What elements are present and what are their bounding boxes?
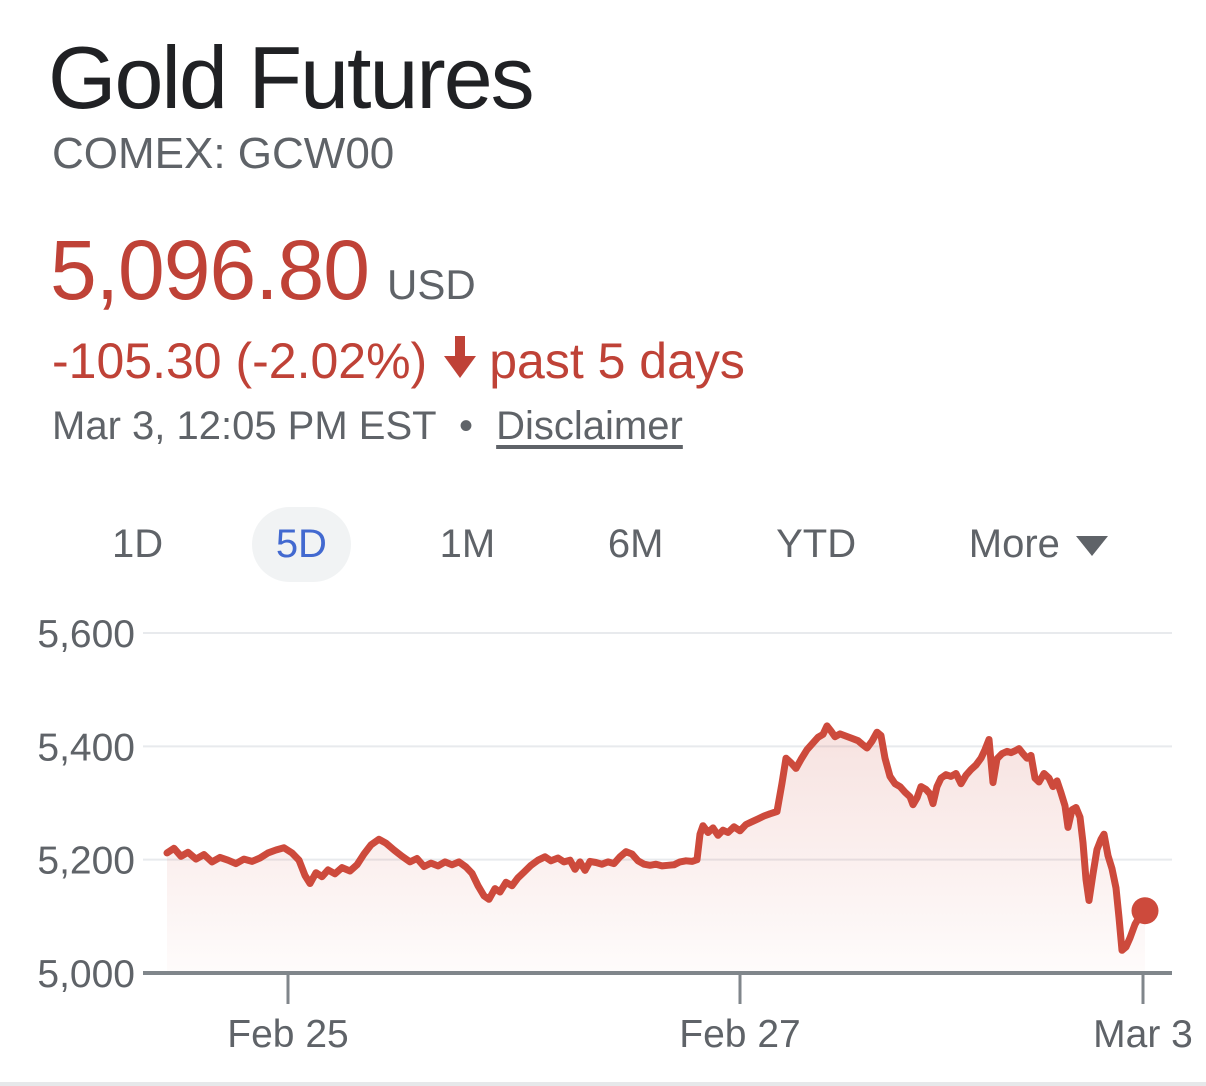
- tab-label: YTD: [776, 521, 857, 566]
- x-axis-label: Feb 25: [227, 1013, 348, 1056]
- tab-ytd[interactable]: YTD: [752, 507, 880, 582]
- y-axis-label: 5,200: [37, 840, 135, 883]
- price-row: 5,096.80 USD: [50, 222, 476, 319]
- currency-label: USD: [386, 261, 476, 308]
- last-price-dot: [1131, 897, 1159, 925]
- tab-5d[interactable]: 5D: [251, 506, 351, 582]
- change-value: -105.30 (-2.02%): [52, 333, 428, 389]
- y-axis-label: 5,600: [37, 613, 135, 656]
- disclaimer-link[interactable]: Disclaimer: [496, 404, 683, 448]
- change-period: past 5 days: [489, 333, 745, 389]
- tab-more[interactable]: More: [945, 507, 1132, 582]
- tab-label: 1M: [439, 521, 496, 566]
- chart-series: [163, 722, 1159, 973]
- chart-axes: Feb 25 Feb 27 Mar 3: [143, 971, 1193, 1056]
- tab-label: 6M: [607, 521, 664, 566]
- quote-timestamp: Mar 3, 12:05 PM EST: [52, 404, 436, 448]
- time-range-tabs: 1D 5D 1M 6M YTD More: [88, 506, 1132, 582]
- x-axis-label: Mar 3: [1093, 1013, 1193, 1056]
- date-row: Mar 3, 12:05 PM EST • Disclaimer: [52, 404, 683, 449]
- current-price: 5,096.80: [50, 223, 370, 317]
- y-axis-label: 5,000: [37, 953, 135, 996]
- tab-1m[interactable]: 1M: [416, 507, 520, 582]
- tab-6m[interactable]: 6M: [584, 507, 688, 582]
- down-arrow-icon: [441, 334, 479, 392]
- dot-separator: •: [459, 404, 474, 448]
- tab-1d[interactable]: 1D: [88, 507, 187, 582]
- y-axis-label: 5,400: [37, 726, 135, 769]
- tab-label: 5D: [275, 521, 327, 566]
- bottom-divider: [0, 1082, 1206, 1086]
- change-row: -105.30 (-2.02%) past 5 days: [52, 330, 745, 392]
- tab-label: 1D: [112, 521, 164, 566]
- tab-label: More: [968, 521, 1060, 566]
- exchange-symbol: COMEX: GCW00: [52, 129, 395, 178]
- x-axis-label: Feb 27: [679, 1013, 800, 1056]
- page-title: Gold Futures: [48, 28, 535, 127]
- chart-gridlines: 5,000 5,200 5,400 5,600: [37, 613, 1172, 996]
- chevron-down-icon: [1075, 536, 1108, 556]
